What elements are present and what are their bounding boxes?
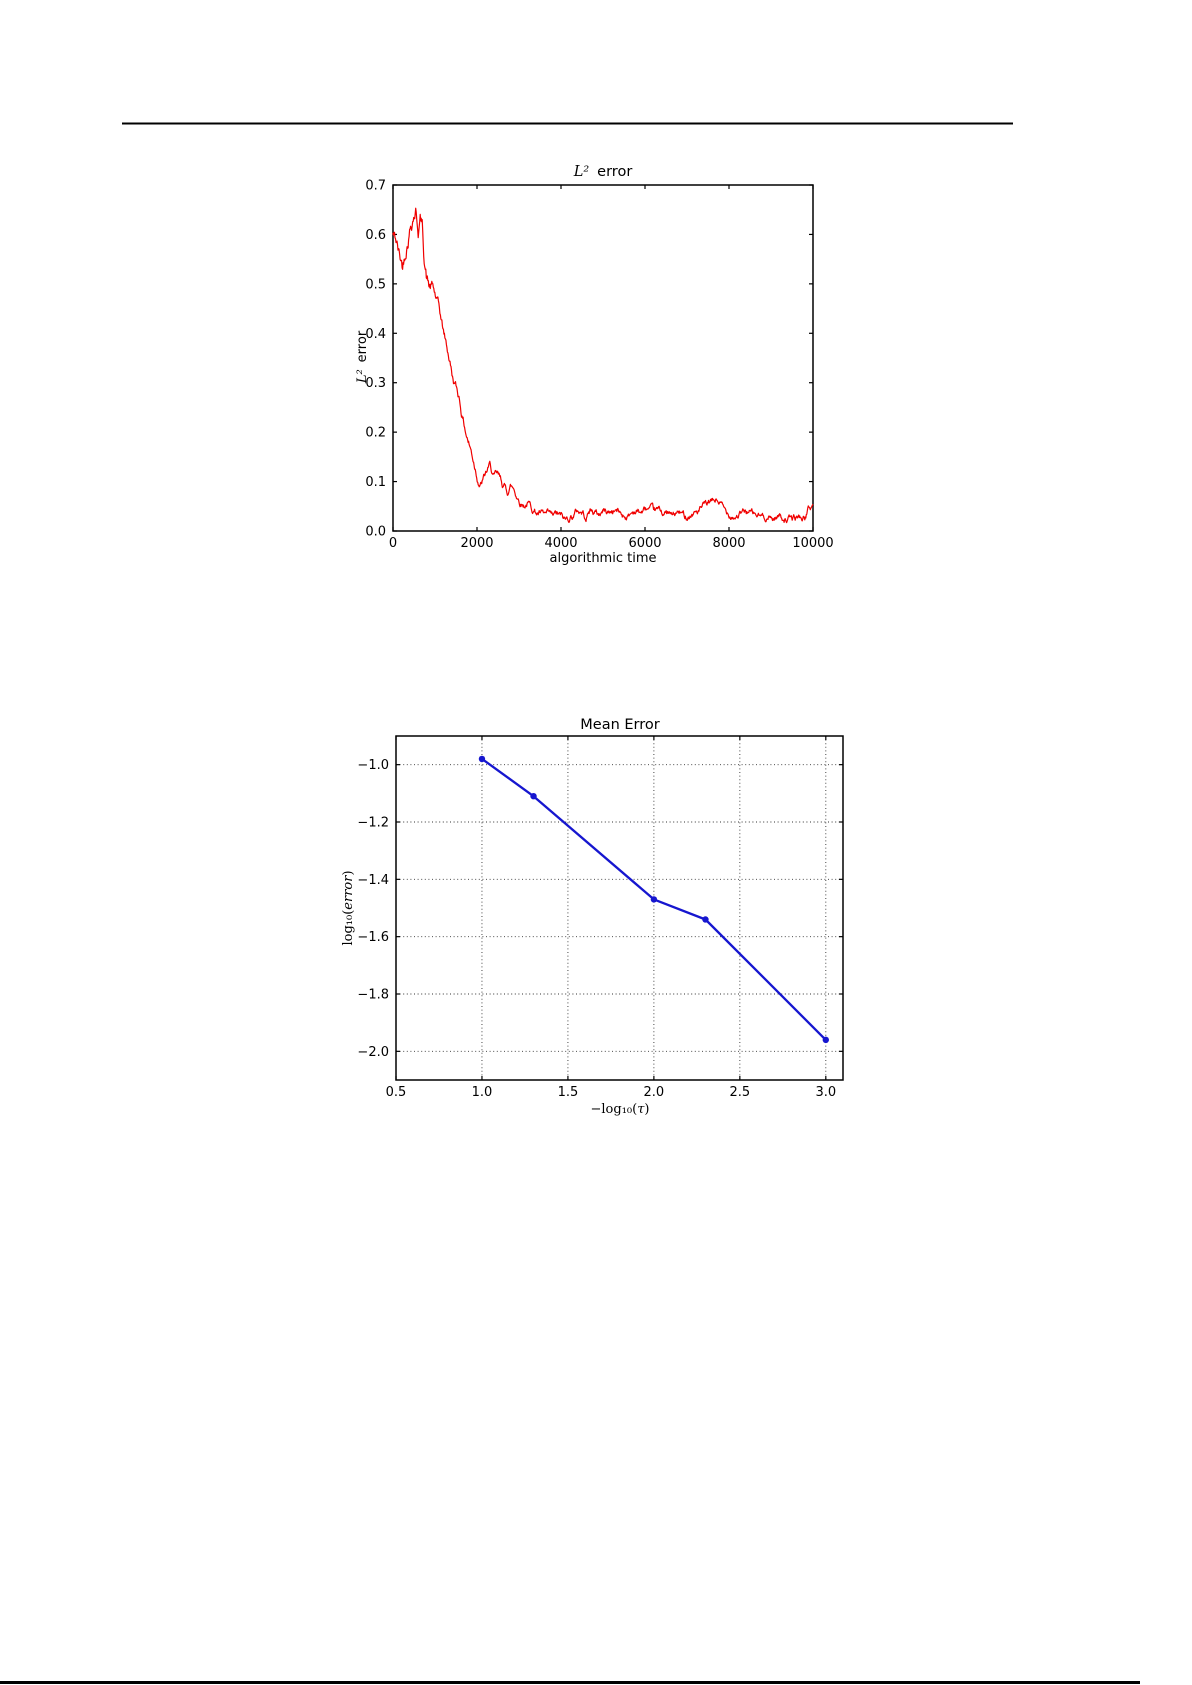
data-point-marker [530,793,537,800]
x-tick-label: 10000 [792,536,833,551]
x-tick-label: 8000 [712,536,745,551]
x-tick-label: 3.0 [815,1085,836,1100]
x-tick-label: 1.0 [472,1085,493,1100]
data-point-marker [650,896,658,903]
y-tick-label: −2.0 [357,1045,389,1060]
x-tick-label: 4000 [544,536,577,551]
plot-border [392,184,814,532]
x-tick-label: 6000 [628,536,661,551]
y-tick-label: 0.0 [365,525,386,540]
y-tick-label: 0.3 [365,376,386,391]
mean-error-xlabel: −log₁₀(τ) [591,1102,650,1117]
plot-border [395,735,844,1081]
data-point-marker [822,1036,830,1044]
data-point-marker [702,916,709,923]
x-tick-label: 2000 [460,536,493,551]
y-tick-label: −1.0 [357,758,389,773]
y-tick-label: −1.4 [357,873,389,888]
x-tick-label: 2.0 [644,1085,665,1100]
x-tick-label: 2.5 [730,1085,751,1100]
y-tick-label: 0.1 [365,475,386,490]
y-tick-label: 0.4 [365,327,386,342]
x-tick-label: 0.5 [386,1085,407,1100]
l2-ylabel: L²error [355,330,370,384]
data-point-marker [478,755,486,763]
y-tick-label: 0.6 [365,228,386,243]
mean-error-title: Mean Error [580,717,659,733]
x-tick-label: 0 [389,536,397,551]
l2-xlabel: algorithmic time [549,551,656,566]
figure-l2-error: L² error L²error algorithmic time 0 2000 40… [355,164,834,566]
y-tick-label: −1.2 [357,816,389,831]
y-tick-label: −1.6 [357,930,389,945]
mean-error-ylabel: log₁₀(error) [341,870,356,945]
mean-error-plot-area: 0.5 1.0 1.5 2.0 2.5 3.0 −1.0 −1.2 −1.4 −1.6 −1.8 −2… [357,735,844,1100]
l2-plot-area: 0 2000 4000 6000 8000 10000 0.0 0.1 0.2 0.3 0.4 0.5… [365,179,833,552]
y-tick-label: 0.5 [365,277,386,292]
l2-chart-title: L² error [573,164,633,180]
y-tick-label: 0.2 [365,426,386,441]
x-tick-label: 1.5 [558,1085,579,1100]
y-tick-label: −1.8 [357,988,389,1003]
l2-error-series [392,207,814,524]
y-tick-label: 0.7 [365,179,386,194]
figure-mean-error: Mean Error log₁₀(error) −log₁₀(τ) 0.5 1.0… [341,717,844,1117]
